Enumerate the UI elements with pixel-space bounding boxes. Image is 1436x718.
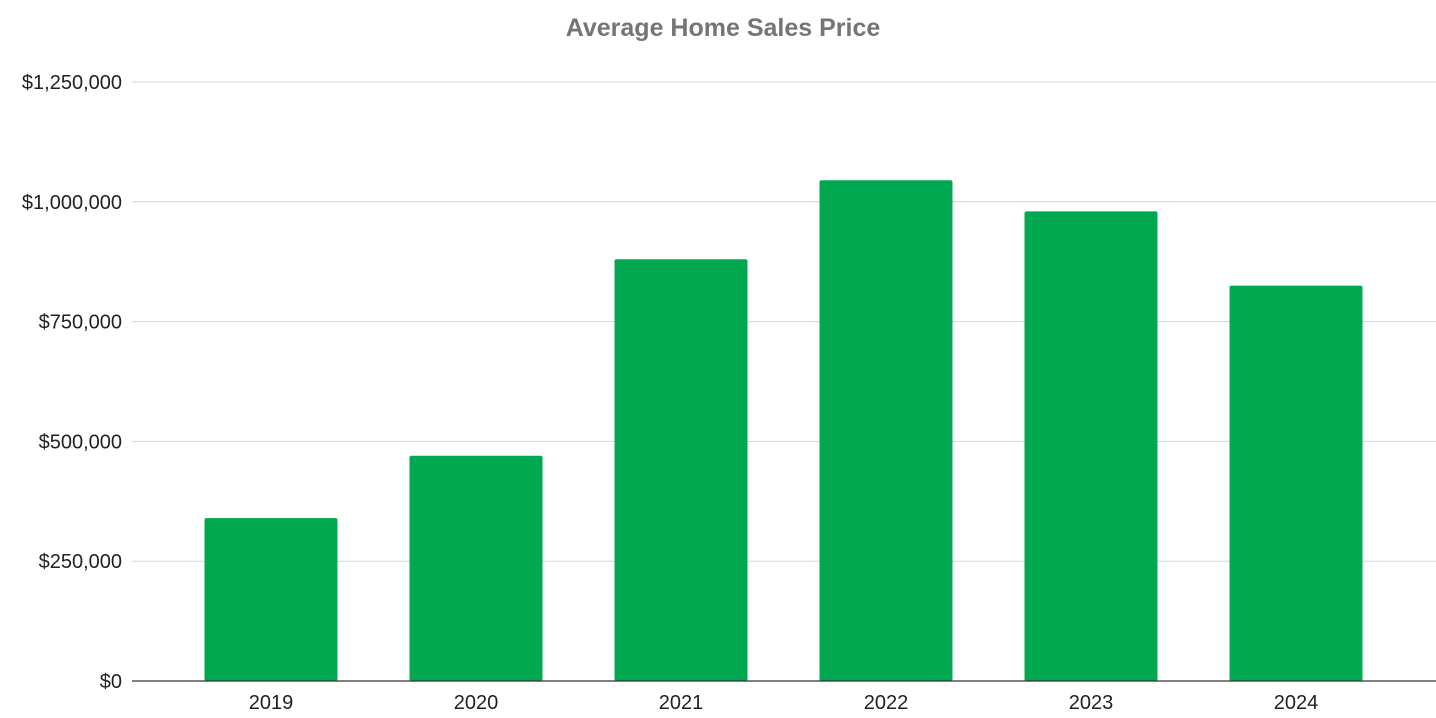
chart-title: Average Home Sales Price [565, 14, 881, 42]
x-tick-label-2021: 2021 [659, 692, 704, 714]
bar-2022 [819, 180, 953, 681]
bar-2020 [409, 455, 543, 681]
y-tick-label: $250,000 [39, 551, 122, 573]
x-tick-label-2020: 2020 [454, 692, 499, 714]
gridlines [132, 81, 1436, 562]
y-tick-label: $1,000,000 [22, 192, 122, 214]
x-tick-label-2023: 2023 [1069, 692, 1114, 714]
x-tick-label-2022: 2022 [864, 692, 909, 714]
x-tick-label-2019: 2019 [249, 692, 294, 714]
bar-2019 [204, 518, 338, 681]
x-tick-label-2024: 2024 [1274, 692, 1319, 714]
bar-2024 [1229, 285, 1363, 681]
y-tick-label: $0 [100, 671, 122, 693]
y-tick-label: $750,000 [39, 312, 122, 334]
bar-2021 [614, 259, 748, 681]
y-tick-label: $500,000 [39, 431, 122, 453]
bars [204, 180, 1363, 681]
y-tick-label: $1,250,000 [22, 72, 122, 94]
bar-2023 [1024, 211, 1158, 681]
x-axis-tick-labels: 2019 2020 2021 2022 2023 2024 [249, 692, 1319, 714]
y-axis-tick-labels: $0 $250,000 $500,000 $750,000 $1,000,000 $1,2… [22, 72, 122, 693]
